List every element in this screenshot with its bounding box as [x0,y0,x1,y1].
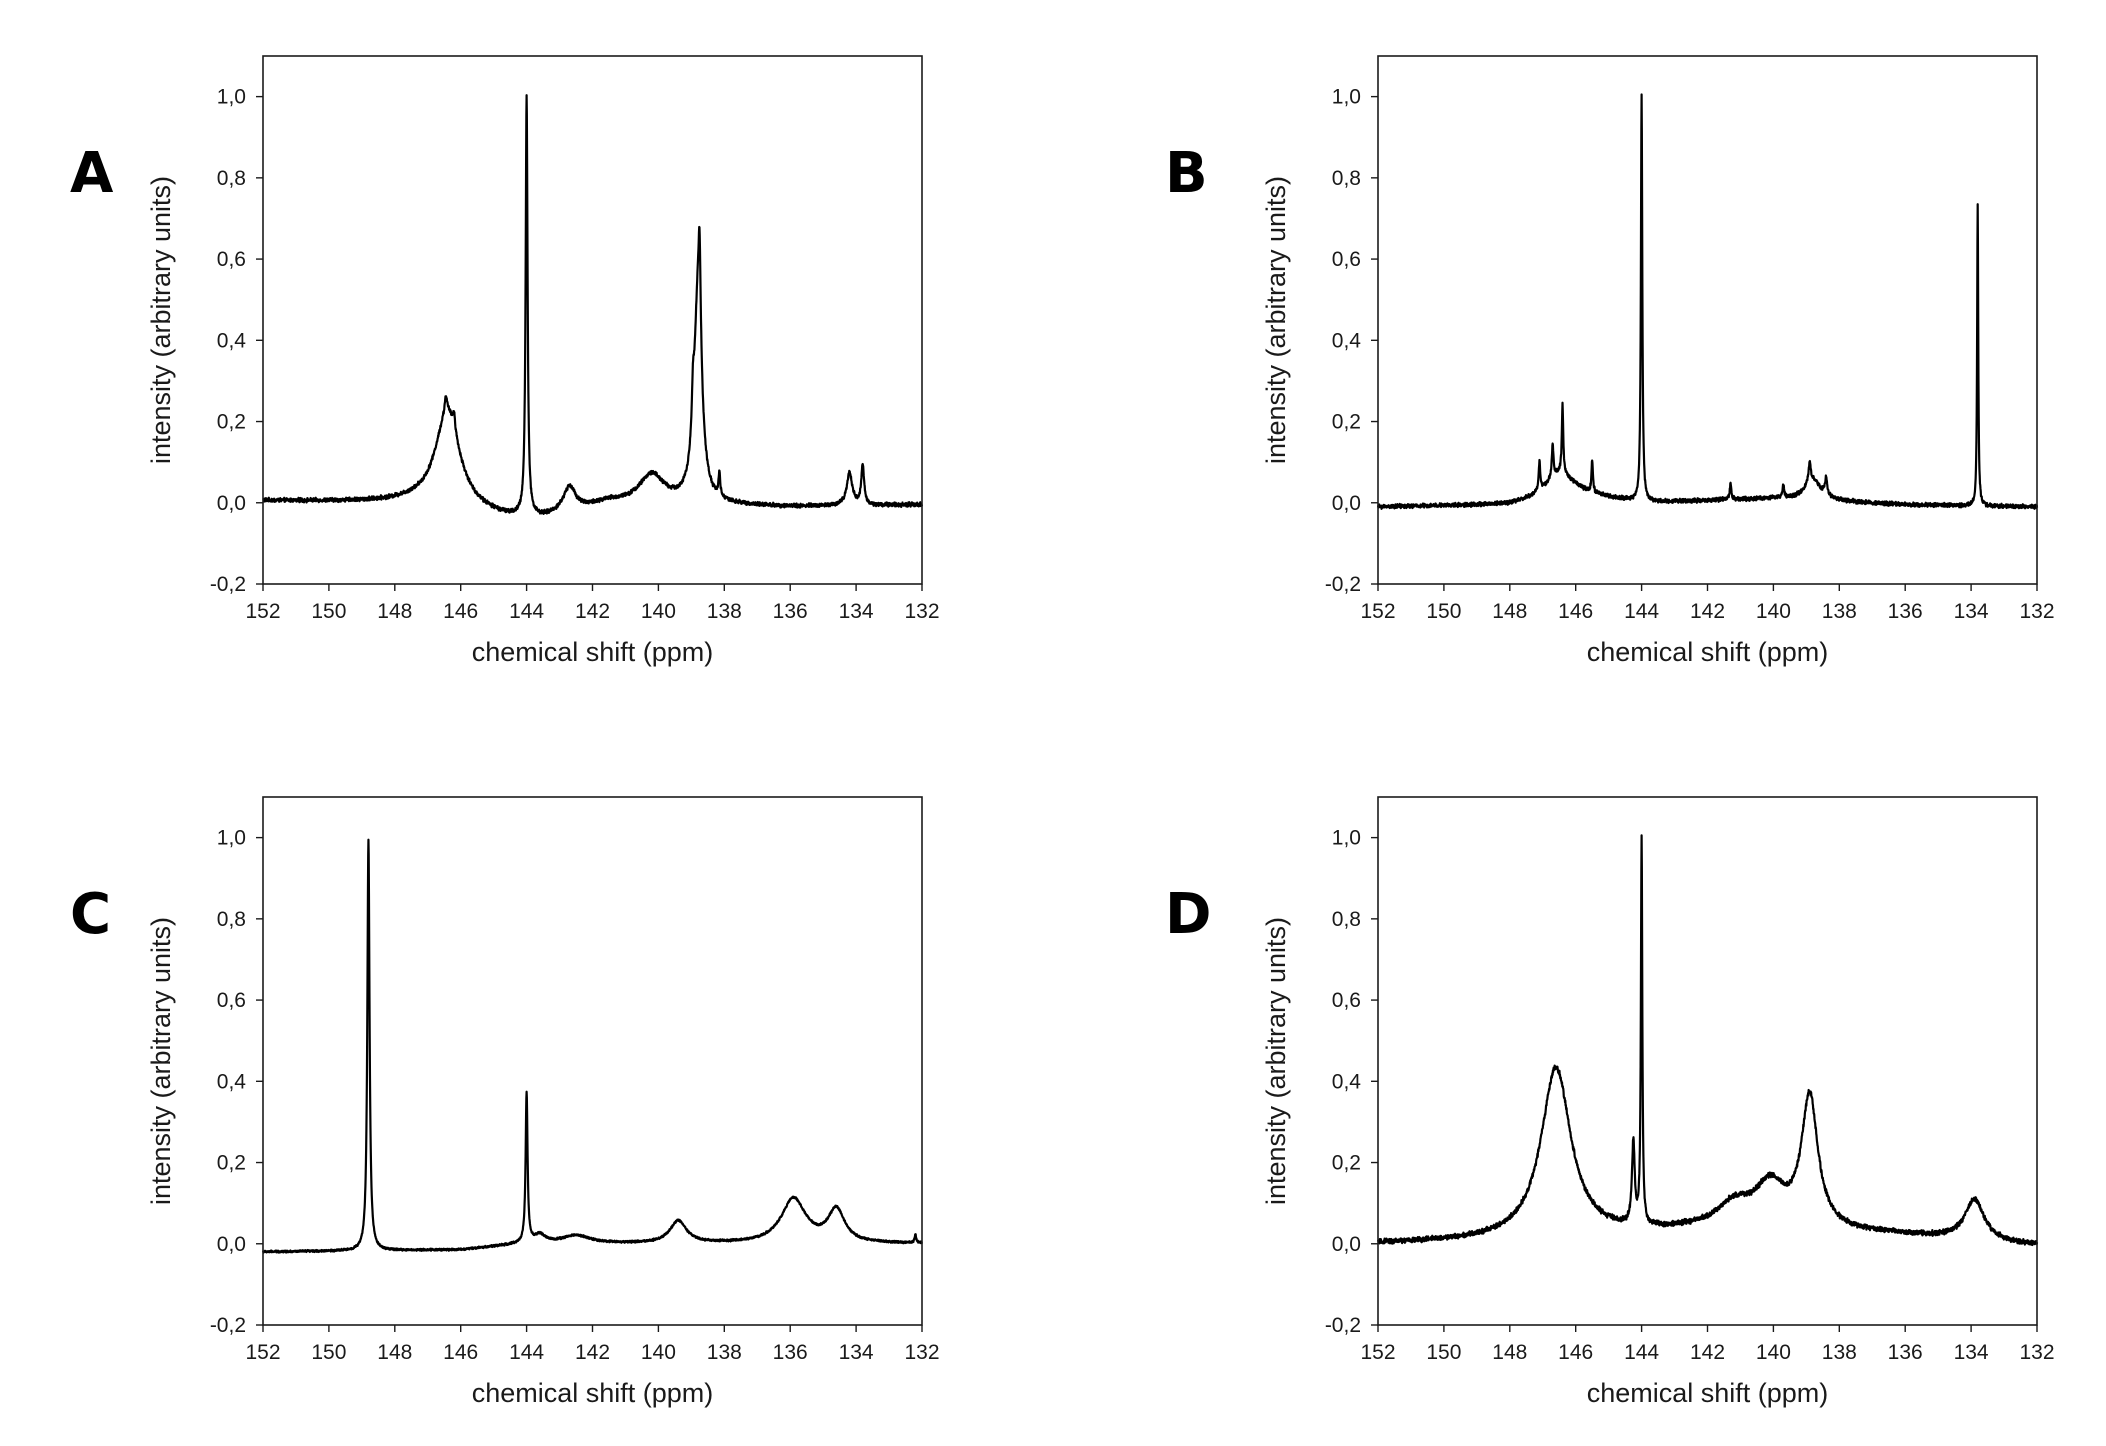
x-tick-label: 132 [904,1341,939,1364]
x-tick-label: 136 [773,600,808,623]
panel-letter: B [1165,141,1208,206]
x-tick-label: 146 [1558,1341,1593,1364]
y-tick-label: 0,4 [217,1070,247,1093]
x-tick-label: 150 [1426,1341,1461,1364]
panel-letter: A [70,141,114,206]
y-tick-label: 0,8 [217,908,246,931]
spectrum-line [262,94,924,515]
x-tick-label: 148 [1492,600,1527,623]
y-tick-label: 0,4 [1332,1070,1362,1093]
y-axis-title: intensity (arbitrary units) [1261,917,1291,1205]
x-tick-label: 138 [1822,600,1857,623]
y-tick-label: -0,2 [1325,1314,1361,1337]
x-tick-label: 142 [1690,600,1725,623]
y-tick-label: 0,0 [217,1233,246,1256]
x-tick-label: 146 [443,600,478,623]
x-tick-label: 148 [1492,1341,1527,1364]
x-tick-label: 140 [1756,1341,1791,1364]
panel-b: B 152 150 148 146 144 142 140 138 136 134 132 -0,2 0,… [1165,55,2055,667]
x-tick-label: 134 [839,1341,874,1364]
y-tick-label: 1,0 [217,86,246,109]
y-tick-label: 0,8 [1332,908,1361,931]
x-tick-label: 136 [773,1341,808,1364]
x-tick-label: 134 [839,600,874,623]
x-tick-label: 132 [2019,600,2054,623]
spectrum-line [1376,93,2039,510]
y-tick-label: 0,4 [1332,329,1362,352]
x-axis-title: chemical shift (ppm) [472,1378,714,1408]
x-tick-label: 142 [575,1341,610,1364]
y-tick-label: -0,2 [210,1314,246,1337]
x-tick-label: 144 [509,1341,544,1364]
y-tick-label: 0,2 [217,1152,246,1175]
x-tick-label: 150 [311,600,346,623]
y-tick-label: 0,6 [1332,248,1361,271]
y-tick-label: 0,2 [217,411,246,434]
panel-letter: D [1165,882,1211,947]
x-tick-label: 134 [1954,600,1989,623]
y-axis-title: intensity (arbitrary units) [146,176,176,464]
y-tick-label: 0,8 [1332,167,1361,190]
x-tick-label: 138 [1822,1341,1857,1364]
x-tick-label: 140 [1756,600,1791,623]
y-tick-label: 0,0 [1332,492,1361,515]
y-tick-label: -0,2 [1325,573,1361,596]
y-tick-label: 1,0 [217,827,246,850]
y-tick-label: 0,6 [217,989,246,1012]
y-tick-label: -0,2 [210,573,246,596]
y-axis-title: intensity (arbitrary units) [1261,176,1291,464]
y-tick-label: 0,8 [217,167,246,190]
y-tick-label: 0,6 [1332,989,1361,1012]
x-tick-label: 138 [707,1341,742,1364]
x-tick-label: 132 [904,600,939,623]
y-tick-label: 1,0 [1332,86,1361,109]
x-tick-label: 136 [1888,600,1923,623]
y-tick-label: 1,0 [1332,827,1361,850]
x-tick-label: 144 [509,600,544,623]
y-axis-title: intensity (arbitrary units) [146,917,176,1205]
x-tick-label: 152 [245,600,280,623]
panel-c: C 152 150 148 146 144 142 140 138 136 134 132 -0,2 0,… [70,796,940,1408]
x-tick-label: 132 [2019,1341,2054,1364]
x-tick-label: 146 [443,1341,478,1364]
panel-d: D 152 150 148 146 144 142 140 138 136 134 132 -0,2 0,… [1165,796,2055,1408]
x-tick-label: 152 [245,1341,280,1364]
x-tick-label: 150 [311,1341,346,1364]
spectrum-line [1376,834,2039,1247]
y-tick-label: 0,4 [217,329,247,352]
panel-letter: C [70,882,111,947]
x-tick-label: 134 [1954,1341,1989,1364]
x-tick-label: 140 [641,600,676,623]
panel-a: A 152 150 148 146 144 142 140 138 136 134 132 -0,2 0,… [70,55,940,667]
x-tick-label: 152 [1360,1341,1395,1364]
spectrum-line [262,838,924,1254]
y-tick-label: 0,2 [1332,411,1361,434]
x-tick-label: 144 [1624,1341,1659,1364]
x-axis-title: chemical shift (ppm) [1587,637,1829,667]
x-tick-label: 152 [1360,600,1395,623]
x-tick-label: 148 [377,600,412,623]
x-tick-label: 142 [1690,1341,1725,1364]
y-tick-label: 0,0 [217,492,246,515]
x-tick-label: 142 [575,600,610,623]
x-tick-label: 150 [1426,600,1461,623]
x-tick-label: 146 [1558,600,1593,623]
x-tick-label: 136 [1888,1341,1923,1364]
x-tick-label: 148 [377,1341,412,1364]
y-tick-label: 0,2 [1332,1152,1361,1175]
y-tick-label: 0,6 [217,248,246,271]
x-axis-title: chemical shift (ppm) [472,637,714,667]
x-axis-title: chemical shift (ppm) [1587,1378,1829,1408]
x-tick-label: 140 [641,1341,676,1364]
y-tick-label: 0,0 [1332,1233,1361,1256]
x-tick-label: 138 [707,600,742,623]
x-tick-label: 144 [1624,600,1659,623]
